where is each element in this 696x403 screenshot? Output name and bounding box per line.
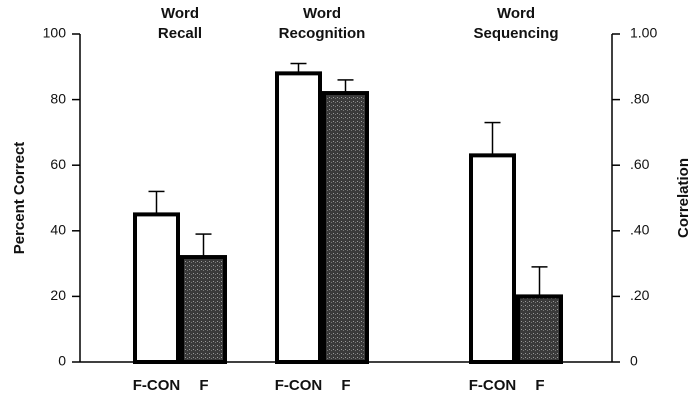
y2-tick-label: .60 <box>630 156 650 172</box>
x-tick-label: F-CON <box>133 377 181 394</box>
y2-tick-label: .20 <box>630 287 650 303</box>
x-tick-label: F <box>535 377 544 394</box>
y2-tick-label: 0 <box>630 353 638 369</box>
bar <box>133 212 180 364</box>
bar <box>275 71 322 365</box>
y-tick-label: 40 <box>50 222 66 238</box>
category-label: Word <box>161 5 199 22</box>
category-label: Recognition <box>279 25 366 42</box>
category-label: Sequencing <box>473 25 558 42</box>
y2-tick-label: 1.00 <box>630 25 657 41</box>
category-label: Recall <box>158 25 202 42</box>
y-axis-title: Percent Correct <box>11 142 28 255</box>
y-tick-label: 20 <box>50 287 66 303</box>
bar <box>516 294 563 364</box>
y2-tick-label: .80 <box>630 90 650 106</box>
bar <box>322 91 369 364</box>
y-tick-label: 80 <box>50 90 66 106</box>
bar <box>180 255 227 365</box>
y2-axis-title: Correlation <box>675 158 692 238</box>
category-label: Word <box>303 5 341 22</box>
x-tick-label: F-CON <box>275 377 323 394</box>
x-tick-label: F <box>341 377 350 394</box>
x-tick-label: F <box>199 377 208 394</box>
y-tick-label: 60 <box>50 156 66 172</box>
category-label: Word <box>497 5 535 22</box>
x-tick-label: F-CON <box>469 377 517 394</box>
y-tick-label: 0 <box>58 353 66 369</box>
bar <box>469 153 516 364</box>
y2-tick-label: .40 <box>630 222 650 238</box>
y-tick-label: 100 <box>43 25 67 41</box>
